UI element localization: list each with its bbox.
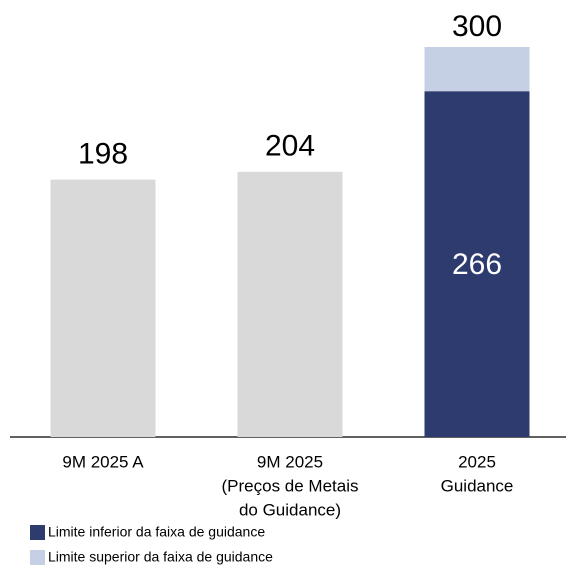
total-label: 300 (452, 10, 502, 43)
legend-label: Limite inferior da faixa de guidance (48, 524, 265, 540)
stacked-bar (424, 91, 530, 437)
legend-swatch (30, 525, 45, 540)
bar (50, 179, 156, 437)
stacked-bar (424, 47, 530, 92)
x-tick-label: (Preços de Metais (222, 476, 359, 495)
x-tick-label: 2025 (458, 452, 496, 471)
data-label: 204 (265, 130, 315, 163)
bar (237, 171, 343, 438)
x-tick-label: Guidance (441, 476, 514, 495)
x-tick-label: 9M 2025 (257, 452, 323, 471)
legend-swatch (30, 550, 45, 565)
legend-label: Limite superior da faixa de guidance (48, 549, 273, 565)
data-label: 198 (78, 138, 128, 171)
segment-label: 266 (452, 248, 502, 281)
x-tick-label: 9M 2025 A (62, 452, 144, 471)
x-tick-label: do Guidance) (239, 500, 341, 519)
